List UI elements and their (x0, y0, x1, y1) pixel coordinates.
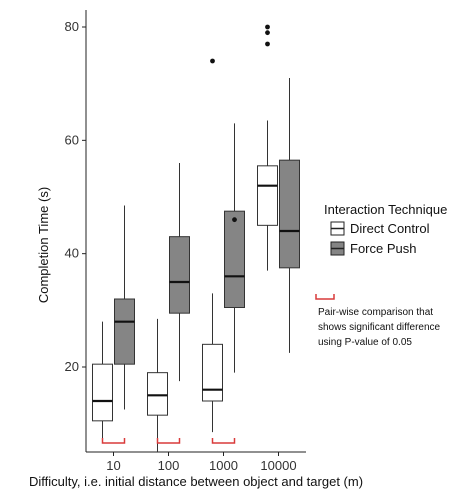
x-tick-label: 100 (158, 458, 180, 473)
y-tick-label: 80 (65, 19, 79, 34)
box-direct-control (147, 372, 168, 416)
outlier-point-direct-control (265, 30, 270, 36)
significance-note-line-3: using P-value of 0.05 (318, 337, 412, 348)
x-axis-title: Difficulty, i.e. initial distance betwee… (29, 474, 363, 489)
y-axis-title: Completion Time (s) (36, 187, 51, 303)
box-force-push (114, 298, 135, 365)
plot-area: 20 40 60 80 10 100 1000 10000 (65, 10, 306, 473)
legend-title: Interaction Technique (324, 202, 447, 217)
x-tick-label: 10 (106, 458, 120, 473)
box-force-push (279, 159, 300, 269)
box-force-push (169, 236, 190, 314)
outlier-point-direct-control (265, 41, 270, 47)
legend-label-direct-control: Direct Control (350, 221, 430, 236)
significance-legend-marker (315, 294, 335, 300)
y-tick-label: 60 (65, 132, 79, 147)
box-direct-control (92, 363, 113, 422)
x-tick-label: 1000 (209, 458, 238, 473)
x-tick-label: 10000 (260, 458, 296, 473)
significance-note-line-1: Pair-wise comparison that (318, 307, 433, 318)
legend: Interaction Technique Direct Control For… (324, 202, 447, 256)
significance-marker (156, 438, 181, 444)
box-force-push (224, 210, 245, 309)
significance-note: Pair-wise comparison that shows signific… (315, 294, 441, 348)
outlier-point-force-push (232, 217, 237, 223)
y-tick-label: 40 (65, 246, 79, 261)
legend-label-force-push: Force Push (350, 241, 416, 256)
box-direct-control (257, 165, 278, 226)
box-direct-control (202, 343, 223, 402)
outlier-point-direct-control (210, 58, 215, 64)
significance-note-line-2: shows significant difference (318, 322, 441, 333)
significance-marker (101, 438, 126, 444)
outlier-point-direct-control (265, 24, 270, 30)
significance-marker (211, 438, 236, 444)
y-tick-label: 20 (65, 359, 79, 374)
